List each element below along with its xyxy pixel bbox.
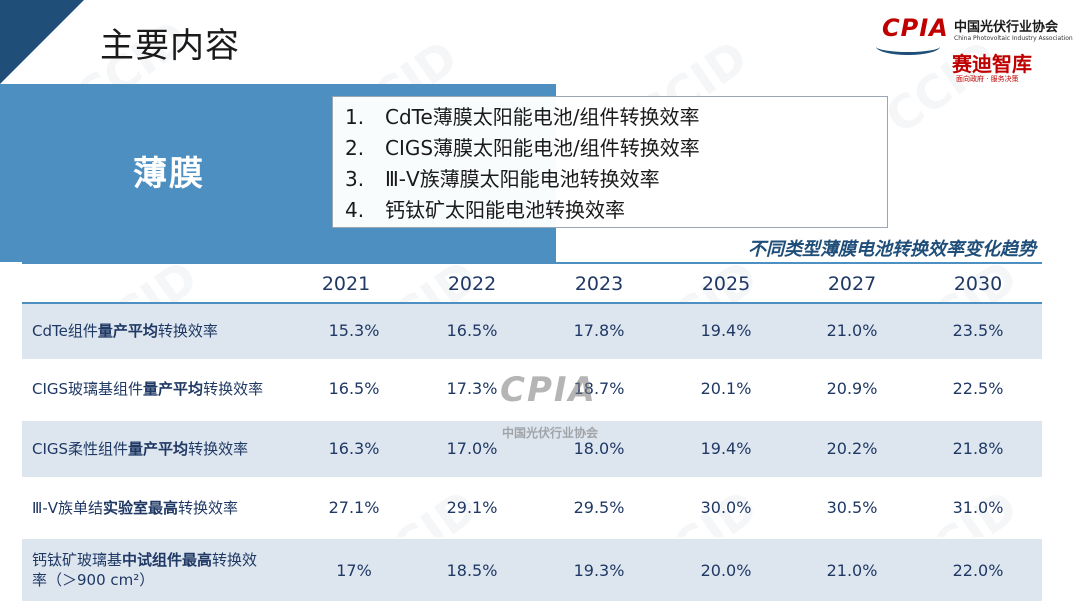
table-cell: 27.1% — [328, 498, 380, 517]
row-label: CIGS柔性组件量产平均转换效率 — [32, 440, 249, 458]
cpia-ccid-logo: CPIA 中国光伏行业协会 China Photovoltaic Industr… — [868, 8, 1073, 86]
contents-item-text: CdTe薄膜太阳能电池/组件转换效率 — [385, 105, 700, 129]
table-cell: 18.5% — [446, 561, 498, 580]
contents-item-number: 1. — [345, 105, 365, 129]
table-cell: 15.3% — [328, 321, 380, 340]
table-cell: 20.9% — [826, 379, 878, 398]
table-cell: 29.1% — [446, 498, 498, 517]
year-header: 2027 — [827, 273, 877, 295]
row-label: CIGS玻璃基组件量产平均转换效率 — [32, 380, 264, 398]
table-cell: 20.1% — [700, 379, 752, 398]
table-cell: 18.7% — [573, 379, 625, 398]
year-header: 2030 — [953, 273, 1003, 295]
year-header: 2022 — [447, 273, 497, 295]
contents-item-number: 2. — [345, 136, 365, 160]
table-cell: 17.8% — [573, 321, 625, 340]
table-cell: 16.5% — [446, 321, 498, 340]
table-heading: 不同类型薄膜电池转换效率变化趋势 — [748, 239, 1036, 260]
table-row: 钙钛矿玻璃基中试组件最高转换效 率（＞900 cm²） 17% 18.5% 19.… — [22, 539, 1042, 603]
table-header-row: 2021 2022 2023 2025 2027 2030 — [22, 264, 1042, 304]
table-row: CIGS玻璃基组件量产平均转换效率 16.5% 17.3% 18.7% 20.1… — [22, 361, 1042, 421]
table-cell: 21.0% — [826, 561, 878, 580]
corner-decoration — [0, 0, 84, 84]
year-header: 2021 — [321, 273, 371, 295]
table-cell: 16.3% — [328, 439, 380, 458]
row-label: CdTe组件量产平均转换效率 — [32, 322, 218, 340]
contents-item: 1. CdTe薄膜太阳能电池/组件转换效率 — [345, 101, 700, 130]
table-cell: 23.5% — [952, 321, 1004, 340]
section-label: 薄膜 — [133, 154, 205, 194]
table-row: CIGS柔性组件量产平均转换效率 16.3% 17.0% 18.0% 19.4%… — [22, 421, 1042, 479]
table-cell: 20.2% — [826, 439, 878, 458]
logo-arc — [876, 38, 940, 55]
logo-ccid: 赛迪智库 — [952, 52, 1032, 76]
table-cell: 22.0% — [952, 561, 1004, 580]
table-cell: 17.0% — [446, 439, 498, 458]
efficiency-table: 2021 2022 2023 2025 2027 2030 CdTe组件量产平均… — [22, 262, 1042, 603]
table-cell: 19.3% — [573, 561, 625, 580]
year-header: 2025 — [701, 273, 751, 295]
table-row: Ⅲ-Ⅴ族单结实验室最高转换效率 27.1% 29.1% 29.5% 30.0% … — [22, 479, 1042, 539]
table-cell: 29.5% — [573, 498, 625, 517]
table-cell: 20.0% — [700, 561, 752, 580]
contents-list: 1. CdTe薄膜太阳能电池/组件转换效率 2. CIGS薄膜太阳能电池/组件转换效… — [332, 96, 888, 228]
table-cell: 21.8% — [952, 439, 1004, 458]
table-cell: 21.0% — [826, 321, 878, 340]
logo-name-en: China Photovoltaic Industry Association — [954, 35, 1073, 42]
table-cell: 16.5% — [328, 379, 380, 398]
logo-slogan: 面向政府 · 服务决策 — [956, 75, 1019, 83]
contents-item-text: CIGS薄膜太阳能电池/组件转换效率 — [385, 136, 700, 160]
table-cell: 19.4% — [700, 439, 752, 458]
logo-name-cn: 中国光伏行业协会 — [954, 20, 1059, 35]
table-cell: 30.5% — [826, 498, 878, 517]
row-label: 钙钛矿玻璃基中试组件最高转换效 率（＞900 cm²） — [32, 551, 258, 589]
contents-item-number: 3. — [345, 167, 365, 191]
table-cell: 31.0% — [952, 498, 1004, 517]
contents-item-text: Ⅲ-Ⅴ族薄膜太阳能电池转换效率 — [385, 167, 660, 191]
contents-item-text: 钙钛矿太阳能电池转换效率 — [385, 198, 625, 222]
table-cell: 17% — [336, 561, 372, 580]
table-cell: 18.0% — [573, 439, 625, 458]
table-cell: 22.5% — [952, 379, 1004, 398]
table-cell: 30.0% — [700, 498, 752, 517]
contents-item-number: 4. — [345, 198, 365, 222]
table-cell: 17.3% — [446, 379, 498, 398]
year-header: 2023 — [574, 273, 624, 295]
page-title: 主要内容 — [100, 26, 240, 66]
contents-item: 3. Ⅲ-Ⅴ族薄膜太阳能电池转换效率 — [345, 163, 660, 192]
contents-item: 4. 钙钛矿太阳能电池转换效率 — [345, 194, 625, 223]
contents-item: 2. CIGS薄膜太阳能电池/组件转换效率 — [345, 132, 700, 161]
table-cell: 19.4% — [700, 321, 752, 340]
row-label: Ⅲ-Ⅴ族单结实验室最高转换效率 — [32, 499, 239, 517]
table-row: CdTe组件量产平均转换效率 15.3% 16.5% 17.8% 19.4% 2… — [22, 304, 1042, 361]
